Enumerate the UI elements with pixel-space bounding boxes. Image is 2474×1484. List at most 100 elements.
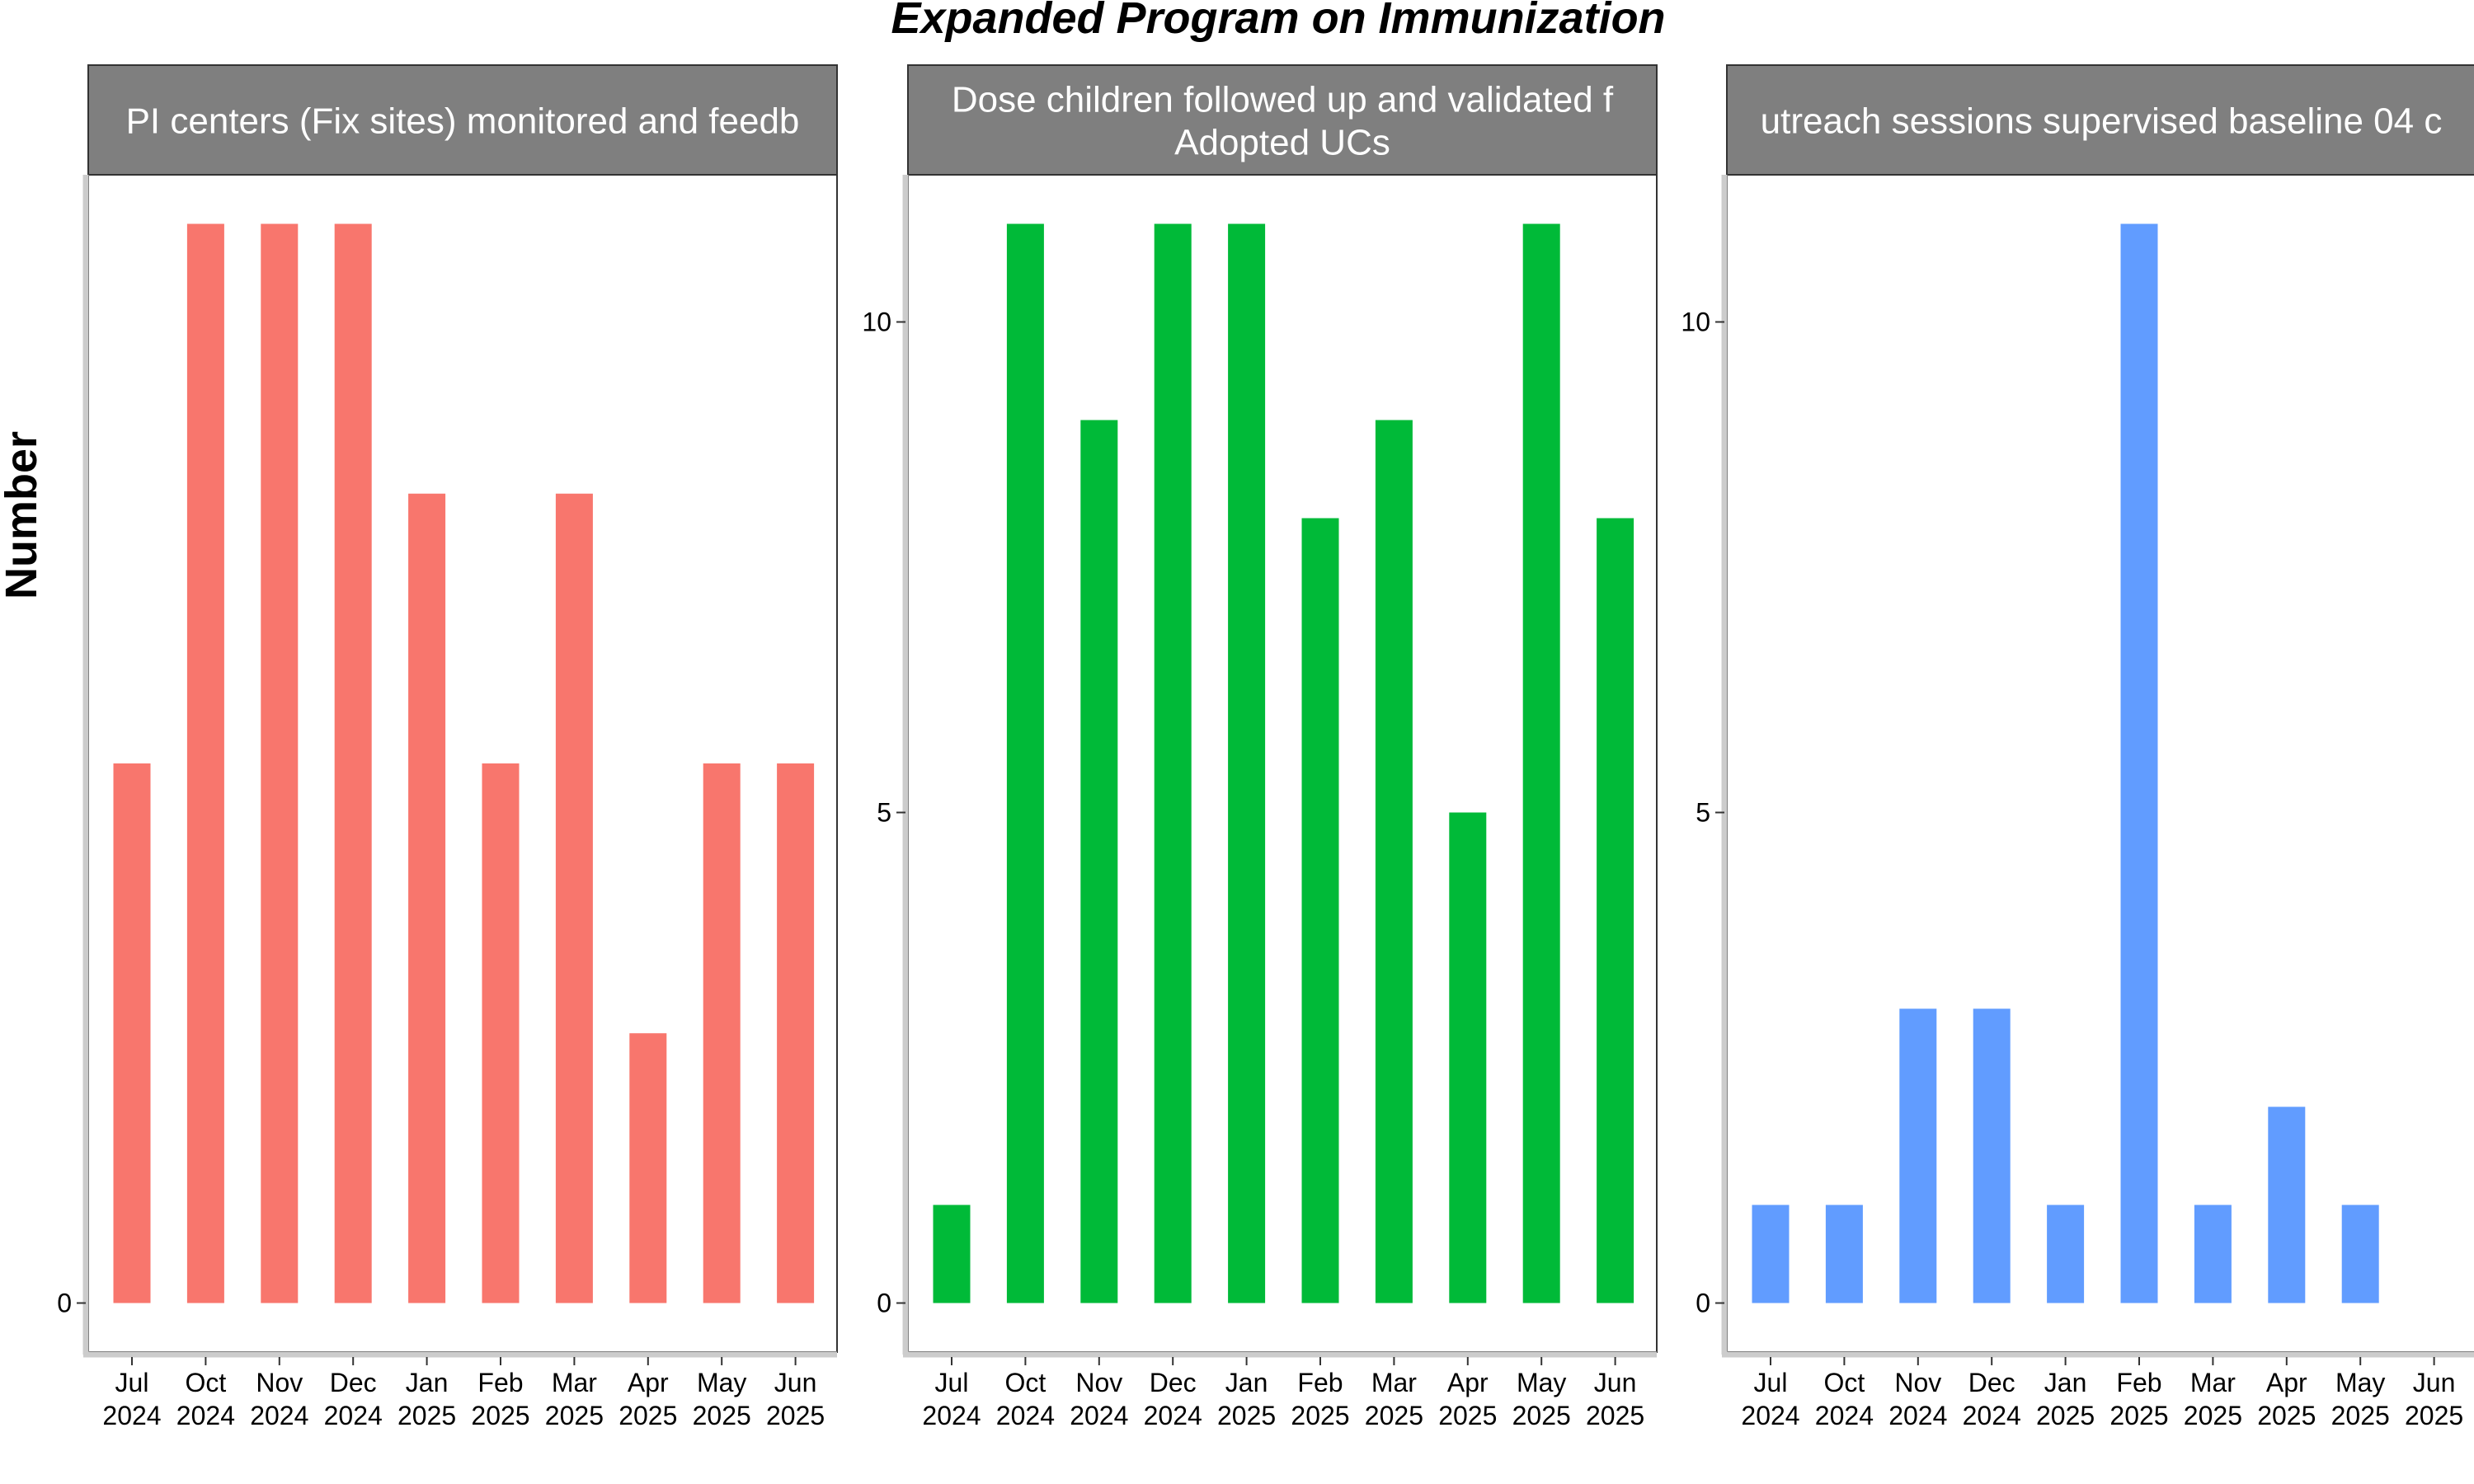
x-tick-label-month: Oct <box>186 1368 227 1397</box>
y-tick-label: 10 <box>862 308 891 337</box>
x-tick-label-month: Nov <box>1894 1368 1941 1397</box>
bar <box>186 223 224 1303</box>
x-tick-label-year: 2024 <box>324 1401 383 1430</box>
x-tick-label-year: 2024 <box>1888 1401 1947 1430</box>
bar <box>777 763 815 1303</box>
facet-strip-label: Adopted UCs <box>1174 123 1390 163</box>
facet-panel-3: utreach sessions supervised baseline 04 … <box>1681 64 2474 1430</box>
bar <box>1006 223 1044 1303</box>
bar <box>2268 1106 2306 1303</box>
y-tick-label: 5 <box>1696 798 1710 828</box>
x-tick-label-year: 2024 <box>1144 1401 1202 1430</box>
x-tick-label-month: Apr <box>2266 1368 2307 1397</box>
y-axis-label: Number <box>0 431 46 599</box>
x-tick-label-month: Mar <box>2190 1368 2236 1397</box>
x-tick-label-year: 2024 <box>996 1401 1055 1430</box>
x-tick-label-year: 2025 <box>1438 1401 1497 1430</box>
bar <box>629 1033 667 1303</box>
bar <box>2047 1205 2085 1303</box>
x-tick-label-year: 2025 <box>766 1401 825 1430</box>
x-tick-label-month: Apr <box>1447 1368 1489 1397</box>
x-tick-label-year: 2024 <box>1963 1401 2021 1430</box>
bar <box>1080 420 1118 1303</box>
y-tick-label: 0 <box>57 1289 72 1318</box>
bar <box>1375 420 1413 1303</box>
x-tick-label-year: 2025 <box>2257 1401 2316 1430</box>
bar <box>1899 1008 1937 1303</box>
x-tick-label-month: Jul <box>935 1368 969 1397</box>
x-tick-label-month: Jul <box>115 1368 149 1397</box>
x-tick-label-month: Jul <box>1754 1368 1788 1397</box>
x-tick-label-month: Feb <box>477 1368 523 1397</box>
facet-strip-label: utreach sessions supervised baseline 04 … <box>1761 101 2443 142</box>
bar <box>1228 223 1266 1303</box>
x-tick-label-month: Jan <box>2044 1368 2087 1397</box>
x-tick-label-month: Mar <box>552 1368 597 1397</box>
x-tick-label-month: Oct <box>1005 1368 1047 1397</box>
x-tick-label-month: Apr <box>628 1368 669 1397</box>
bar <box>1752 1205 1790 1303</box>
x-tick-label-year: 2025 <box>397 1401 456 1430</box>
bar <box>1449 812 1487 1303</box>
bar <box>1522 223 1560 1303</box>
facet-strip-label: Dose children followed up and validated … <box>952 80 1614 120</box>
x-tick-label-year: 2025 <box>693 1401 751 1430</box>
x-tick-label-month: Dec <box>330 1368 377 1397</box>
x-tick-label-year: 2024 <box>922 1401 981 1430</box>
facet-strip <box>907 64 1658 176</box>
bar <box>334 223 372 1303</box>
x-tick-label-year: 2025 <box>2109 1401 2168 1430</box>
x-tick-label-year: 2025 <box>1291 1401 1349 1430</box>
bar <box>113 763 151 1303</box>
x-tick-label-year: 2025 <box>2331 1401 2390 1430</box>
y-tick-label: 10 <box>1681 308 1710 337</box>
x-tick-label-month: Jun <box>2413 1368 2456 1397</box>
x-tick-label-year: 2025 <box>471 1401 529 1430</box>
bar <box>703 763 741 1303</box>
x-tick-label-year: 2025 <box>2036 1401 2095 1430</box>
x-tick-label-year: 2025 <box>2405 1401 2463 1430</box>
x-tick-label-year: 2024 <box>102 1401 161 1430</box>
x-tick-label-year: 2024 <box>1741 1401 1799 1430</box>
x-tick-label-month: Jan <box>1225 1368 1268 1397</box>
x-tick-label-month: Oct <box>1824 1368 1865 1397</box>
bar <box>1825 1205 1863 1303</box>
x-tick-label-year: 2024 <box>176 1401 235 1430</box>
x-tick-label-month: Mar <box>1371 1368 1417 1397</box>
x-tick-label-month: Jun <box>1594 1368 1637 1397</box>
x-tick-label-year: 2024 <box>1815 1401 1874 1430</box>
panel-frame <box>1726 174 2474 1353</box>
facet-panel-2: Dose children followed up and validated … <box>862 64 1658 1430</box>
y-tick-label: 0 <box>1696 1289 1710 1318</box>
x-tick-label-year: 2025 <box>1365 1401 1423 1430</box>
x-tick-label-year: 2025 <box>2184 1401 2242 1430</box>
x-tick-label-month: Nov <box>256 1368 303 1397</box>
x-tick-label-year: 2025 <box>618 1401 677 1430</box>
facet-panel-1: PI centers (Fix sites) monitored and fee… <box>57 64 838 1430</box>
x-tick-label-month: Feb <box>2116 1368 2161 1397</box>
x-tick-label-year: 2025 <box>545 1401 604 1430</box>
x-tick-label-year: 2025 <box>1512 1401 1571 1430</box>
bar <box>2120 223 2158 1303</box>
x-tick-label-month: Jan <box>406 1368 449 1397</box>
x-tick-label-month: Nov <box>1075 1368 1122 1397</box>
x-tick-label-month: Jun <box>774 1368 817 1397</box>
bar <box>261 223 299 1303</box>
bar <box>482 763 520 1303</box>
facet-panels: PI centers (Fix sites) monitored and fee… <box>57 64 2474 1430</box>
bar <box>1597 518 1634 1303</box>
x-tick-label-year: 2024 <box>250 1401 308 1430</box>
bar <box>1973 1008 2011 1303</box>
chart-title: Expanded Program on Immunization <box>891 0 1665 43</box>
y-tick-label: 0 <box>877 1289 891 1318</box>
x-tick-label-year: 2025 <box>1217 1401 1276 1430</box>
x-tick-label-year: 2025 <box>1586 1401 1644 1430</box>
facet-strip-label: PI centers (Fix sites) monitored and fee… <box>126 101 800 142</box>
x-tick-label-month: May <box>697 1368 746 1397</box>
bar <box>2341 1205 2379 1303</box>
bar <box>2194 1205 2232 1303</box>
bar <box>1154 223 1192 1303</box>
bar <box>555 493 593 1303</box>
y-tick-label: 5 <box>877 798 891 828</box>
